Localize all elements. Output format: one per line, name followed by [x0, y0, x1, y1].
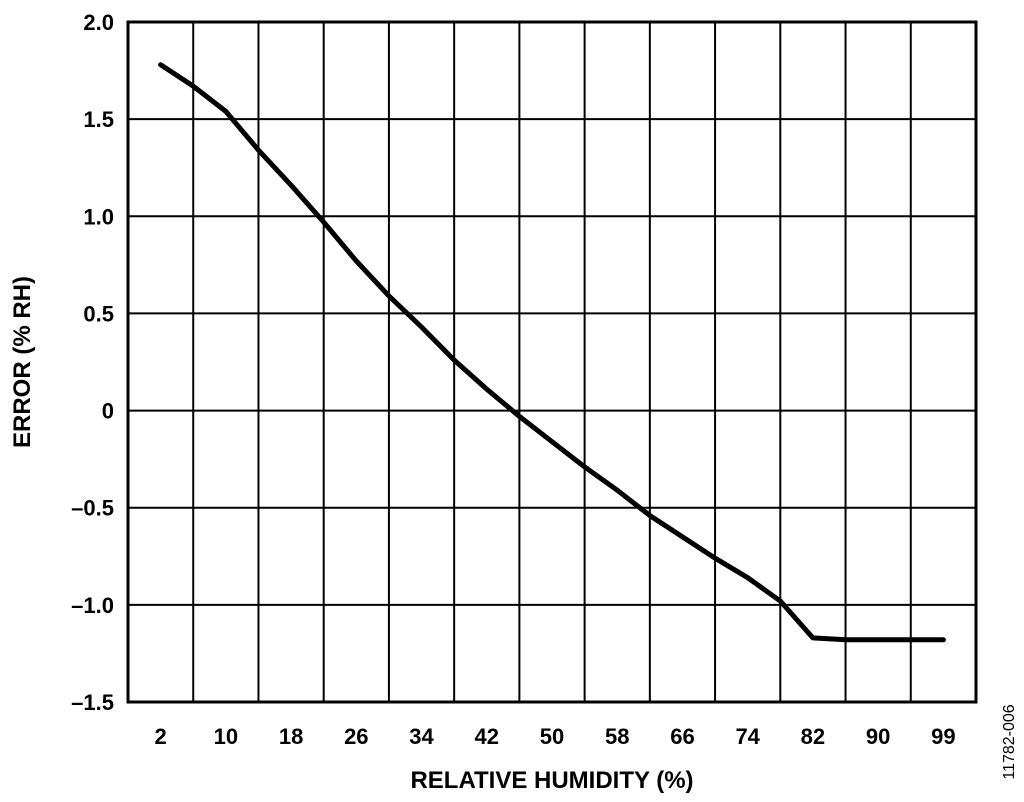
x-tick-label: 82: [801, 724, 825, 749]
chart-grid: [128, 22, 976, 702]
y-axis-label: ERROR (% RH): [9, 276, 36, 448]
series-line: [158, 62, 946, 643]
y-tick-label: 0.5: [83, 301, 114, 326]
x-tick-label: 99: [931, 724, 955, 749]
x-tick-label: 10: [214, 724, 238, 749]
y-axis-ticks: 2.0 1.5 1.0 0.5 0 –0.5 –1.0 –1.5: [71, 10, 114, 715]
x-tick-label: 74: [735, 724, 760, 749]
x-tick-label: 58: [605, 724, 629, 749]
y-tick-label: 2.0: [83, 10, 114, 35]
x-tick-label: 34: [409, 724, 434, 749]
plot-frame: [126, 20, 978, 704]
y-tick-label: 1.0: [83, 204, 114, 229]
x-tick-label: 90: [866, 724, 890, 749]
x-tick-label: 26: [344, 724, 368, 749]
x-axis-label: RELATIVE HUMIDITY (%): [410, 767, 693, 794]
x-axis-ticks: 2 10 18 26 34 42 50 58 66 74 82 90 99: [154, 724, 955, 749]
y-tick-label: –1.5: [71, 690, 114, 715]
x-tick-label: 50: [540, 724, 564, 749]
x-tick-label: 66: [670, 724, 694, 749]
y-tick-label: 1.5: [83, 107, 114, 132]
figure-id: 11782-006: [1001, 704, 1018, 779]
y-tick-label: –0.5: [71, 496, 114, 521]
x-tick-label: 2: [154, 724, 166, 749]
y-tick-label: –1.0: [71, 593, 114, 618]
x-tick-label: 18: [279, 724, 303, 749]
x-tick-label: 42: [475, 724, 499, 749]
y-tick-label: 0: [102, 399, 114, 424]
